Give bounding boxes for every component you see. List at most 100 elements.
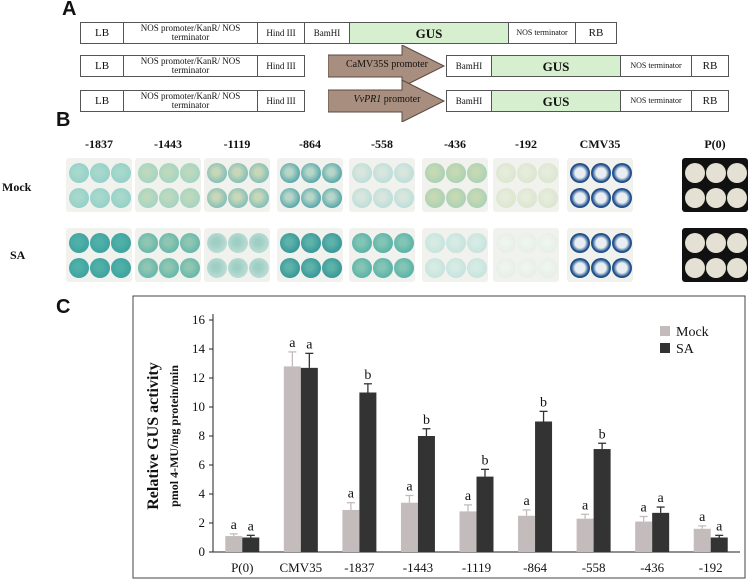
leaf-disc	[69, 258, 89, 278]
leaf-disc	[180, 188, 200, 208]
significance-letter: a	[716, 519, 723, 534]
staining-plate	[277, 158, 343, 212]
staining-plate	[349, 158, 415, 212]
significance-letter: a	[406, 479, 413, 494]
staining-plate	[66, 228, 132, 282]
leaf-disc	[373, 163, 393, 183]
leaf-disc	[159, 258, 179, 278]
leaf-disc	[685, 233, 705, 253]
significance-letter: b	[599, 427, 606, 442]
staining-plate	[204, 228, 270, 282]
y-tick-label: 6	[199, 457, 206, 472]
legend-label-sa: SA	[676, 342, 695, 357]
leaf-disc	[570, 258, 590, 278]
significance-letter: b	[540, 395, 547, 410]
leaf-disc	[373, 258, 393, 278]
bar-mock	[635, 521, 653, 552]
leaf-disc	[612, 233, 632, 253]
leaf-disc	[301, 233, 321, 253]
column-label: -1443	[154, 137, 182, 151]
leaf-disc	[570, 188, 590, 208]
bar-mock	[518, 515, 536, 552]
bar-sa	[652, 512, 670, 552]
leaf-disc	[394, 233, 414, 253]
leaf-disc	[90, 188, 110, 208]
leaf-disc	[446, 163, 466, 183]
leaf-disc	[446, 233, 466, 253]
leaf-disc	[591, 163, 611, 183]
leaf-disc	[446, 188, 466, 208]
leaf-disc	[249, 163, 269, 183]
x-tick-label: P(0)	[231, 560, 253, 575]
bar-sa	[417, 436, 435, 552]
leaf-disc	[496, 188, 516, 208]
bar-mock	[576, 518, 594, 552]
leaf-disc	[249, 188, 269, 208]
bar-mock	[342, 509, 360, 552]
leaf-disc	[517, 188, 537, 208]
leaf-disc	[111, 163, 131, 183]
leaf-disc	[228, 258, 248, 278]
x-tick-label: -436	[640, 560, 664, 575]
leaf-disc	[322, 233, 342, 253]
leaf-disc	[138, 188, 158, 208]
leaf-disc	[322, 163, 342, 183]
staining-plate	[493, 228, 559, 282]
row-label-sa: SA	[10, 248, 26, 262]
lb-box: LB	[80, 55, 124, 77]
nos-terminator-box: NOS terminator	[508, 22, 576, 44]
leaf-disc	[685, 188, 705, 208]
rb-box: RB	[691, 90, 729, 112]
leaf-disc	[467, 233, 487, 253]
construct-row-1: LB NOS promoter/KanR/ NOS terminator Hin…	[80, 22, 620, 44]
leaf-disc	[352, 163, 372, 183]
leaf-disc	[612, 258, 632, 278]
x-tick-label: CMV35	[280, 560, 323, 575]
bar-sa	[300, 367, 318, 552]
leaf-disc	[352, 233, 372, 253]
staining-plate	[135, 158, 201, 212]
bar-mock	[400, 502, 418, 552]
staining-plate	[682, 158, 748, 212]
leaf-disc	[159, 188, 179, 208]
leaf-disc	[570, 163, 590, 183]
staining-plate	[567, 158, 633, 212]
leaf-disc	[517, 233, 537, 253]
lb-box: LB	[80, 90, 124, 112]
bar-sa	[593, 449, 611, 552]
x-tick-label: -192	[699, 560, 723, 575]
significance-letter: a	[348, 487, 355, 502]
bar-mock	[459, 511, 477, 552]
nos-kanr-box: NOS promoter/KanR/ NOS terminator	[123, 55, 258, 77]
leaf-disc	[727, 233, 747, 253]
staining-plate	[277, 228, 343, 282]
leaf-disc	[90, 233, 110, 253]
significance-letter: a	[658, 491, 665, 506]
leaf-disc	[496, 258, 516, 278]
leaf-disc	[706, 188, 726, 208]
leaf-disc	[180, 233, 200, 253]
y-tick-label: 4	[199, 486, 206, 501]
leaf-disc	[538, 233, 558, 253]
column-label: CMV35	[579, 137, 621, 151]
leaf-disc	[425, 163, 445, 183]
nos-kanr-box: NOS promoter/KanR/ NOS terminator	[123, 90, 258, 112]
leaf-disc	[207, 233, 227, 253]
nos-terminator-box: NOS terminator	[620, 90, 692, 112]
leaf-disc	[249, 233, 269, 253]
gus-box: GUS	[349, 22, 509, 44]
leaf-disc	[425, 258, 445, 278]
nos-terminator-box: NOS terminator	[620, 55, 692, 77]
x-tick-label: -1119	[462, 560, 491, 575]
leaf-disc	[352, 258, 372, 278]
bar-sa	[476, 476, 494, 552]
staining-plate	[204, 158, 270, 212]
leaf-disc	[706, 258, 726, 278]
leaf-disc	[727, 258, 747, 278]
leaf-disc	[322, 188, 342, 208]
significance-letter: a	[582, 498, 589, 513]
nos-kanr-box: NOS promoter/KanR/ NOS terminator	[123, 22, 258, 44]
leaf-disc	[467, 258, 487, 278]
leaf-disc	[180, 258, 200, 278]
panel-label-b: B	[56, 109, 71, 131]
